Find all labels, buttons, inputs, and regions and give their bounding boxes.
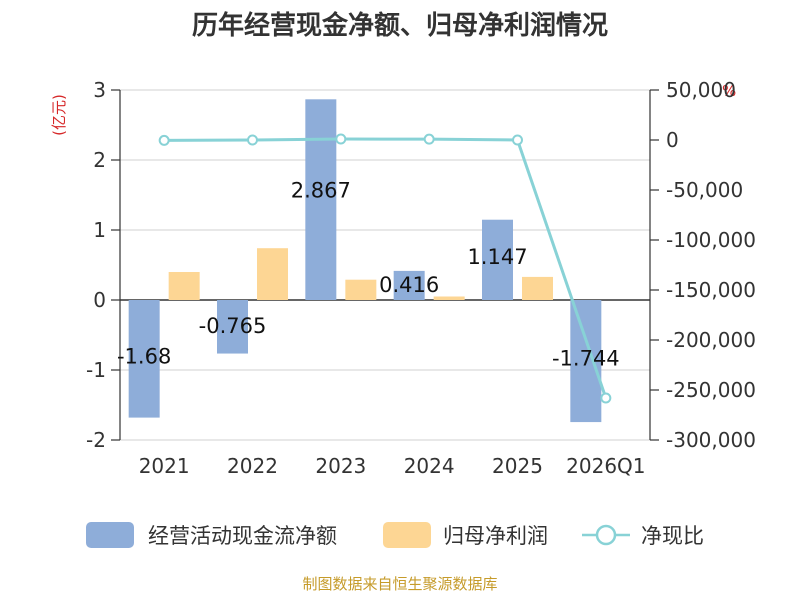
ocf-bar	[217, 300, 248, 354]
ocf-data-label: 2.867	[291, 179, 351, 203]
legend-swatch	[383, 522, 431, 548]
ratio-line	[158, 133, 612, 404]
legend-label: 净现比	[641, 524, 704, 548]
ratio-point	[512, 134, 523, 146]
right-tick-label: 0	[666, 128, 679, 152]
net-profit-bar	[168, 272, 200, 300]
x-tick-label: 2022	[227, 454, 278, 478]
ocf-bar	[570, 300, 602, 423]
x-tick-label: 2026Q1	[566, 454, 645, 478]
x-tick-label: 2023	[315, 454, 366, 478]
ocf-data-label: -1.68	[117, 344, 171, 368]
source-note: 制图数据来自恒生聚源数据库	[302, 575, 497, 593]
right-tick-label: -150,000	[666, 278, 756, 302]
right-axis-unit: %	[722, 82, 736, 100]
ocf-bar	[128, 300, 160, 418]
legend-marker	[595, 524, 617, 546]
x-tick-label: 2024	[404, 454, 455, 478]
ocf-data-label: -0.765	[199, 314, 267, 338]
ratio-point	[335, 133, 347, 145]
ratio-polyline	[164, 137, 608, 399]
grid-lines	[120, 89, 650, 441]
legend-swatch	[86, 522, 134, 548]
ratio-point	[247, 134, 258, 146]
ratio-point	[158, 134, 170, 146]
right-tick-label: 50,000	[666, 78, 736, 102]
net-profit-bar	[345, 279, 377, 300]
right-tick-label: -300,000	[666, 428, 756, 452]
right-tick-label: -200,000	[666, 328, 756, 352]
right-tick-label: -250,000	[666, 378, 756, 402]
ocf-bar	[482, 219, 513, 300]
legend-label: 归母净利润	[443, 524, 548, 548]
x-tick-label: 2021	[139, 454, 190, 478]
legend: 经营活动现金流净额 归母净利润 净现比	[86, 522, 704, 548]
legend-label: 经营活动现金流净额	[148, 524, 337, 548]
x-tick-label: 2025	[492, 454, 543, 478]
left-tick-label: 3	[93, 78, 106, 102]
right-tick-label: -100,000	[666, 228, 756, 252]
net-profit-bar	[257, 248, 288, 300]
ocf-data-label: 1.147	[467, 245, 527, 269]
left-tick-label: 1	[93, 218, 106, 242]
data-labels: -1.68 -0.765 2.867 0.416 1.147 -1.744	[117, 179, 620, 371]
ocf-bar	[393, 270, 425, 300]
ratio-point	[600, 392, 612, 404]
ocf-bar	[305, 99, 337, 300]
net-profit-bar	[522, 276, 553, 300]
ratio-point	[423, 133, 435, 145]
net-profit-bar	[433, 296, 465, 300]
ocf-data-label: 0.416	[379, 273, 439, 297]
left-tick-label: -1	[86, 358, 106, 382]
right-tick-label: -50,000	[666, 178, 743, 202]
chart-title: 历年经营现金净额、归母净利润情况	[192, 10, 608, 41]
bars	[128, 99, 602, 423]
left-tick-label: 2	[93, 148, 106, 172]
left-tick-label: 0	[93, 288, 106, 312]
left-axis-unit: (亿元)	[50, 94, 68, 136]
ocf-data-label: -1.744	[552, 346, 620, 370]
left-tick-label: -2	[86, 428, 106, 452]
axes: -2 -1 0 1 2 3 50,000 0 -50,000 -100,000 -150,000 -2…	[86, 78, 756, 478]
